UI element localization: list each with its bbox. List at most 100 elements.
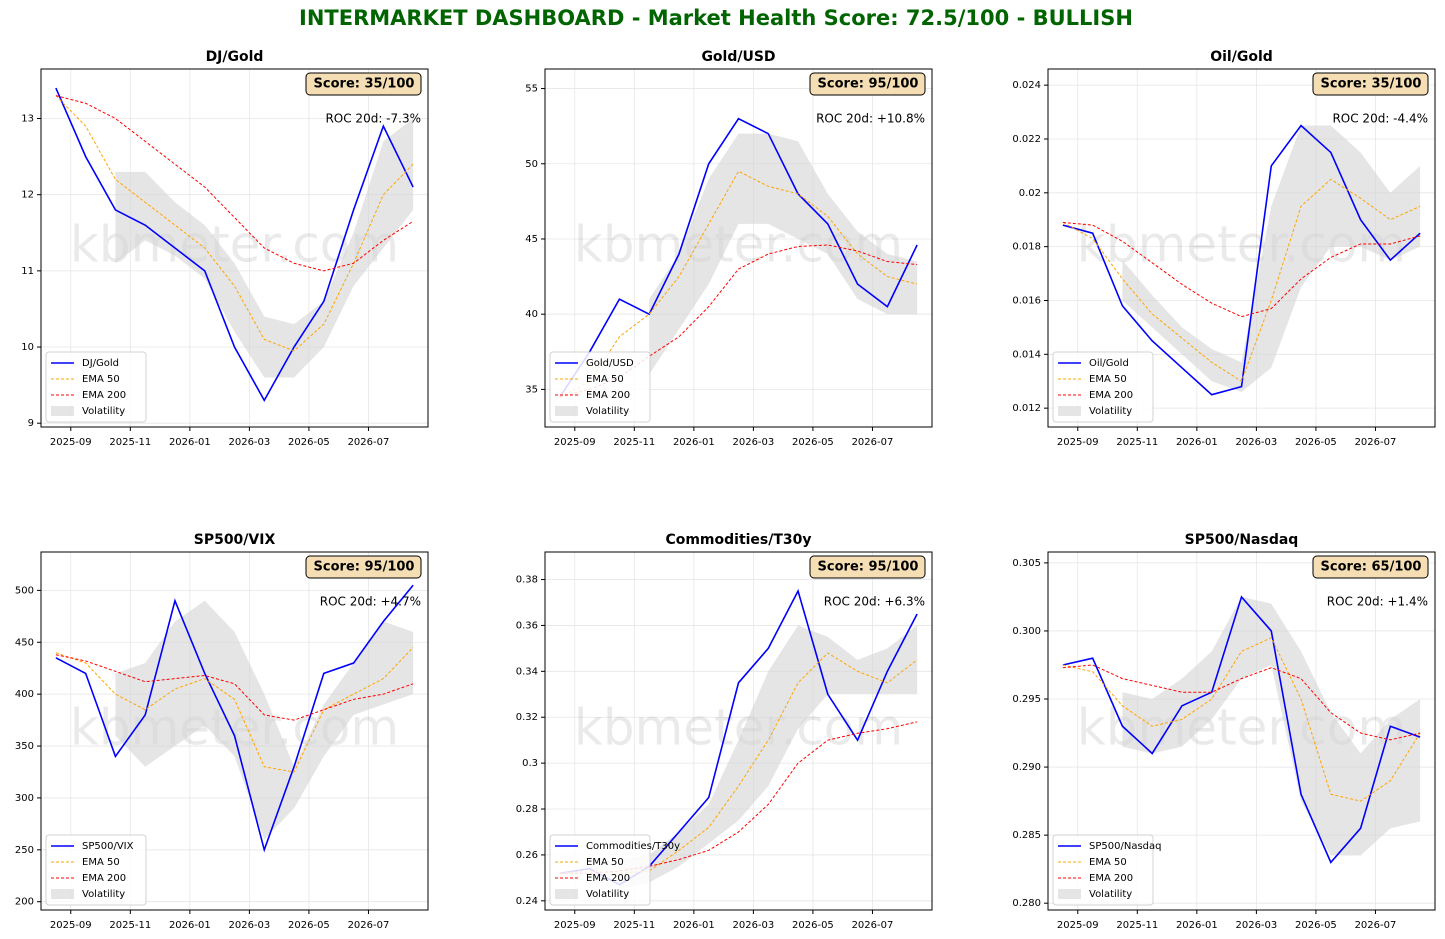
series-line [1062,595,1421,864]
legend-box [1052,834,1154,906]
y-tick-label: 13 [21,114,34,125]
x-tick-label: 2025-09 [554,920,596,931]
chart-title: Oil/Gold [1210,49,1273,65]
y-tick-label: 450 [15,637,34,648]
score-box [1312,555,1429,579]
x-tick-label: 2026-01 [169,437,211,448]
y-tick-label: 0.28 [516,804,538,815]
legend-label: EMA 50 [586,374,624,385]
series-line [1062,178,1421,382]
y-tick-label: 35 [525,384,538,395]
series-line [1062,221,1421,318]
y-tick-label: 0.022 [1012,134,1041,145]
score-label: Score: 65/100 [1321,560,1422,575]
legend-label: Gold/USD [586,358,634,369]
score-box [305,72,422,96]
score-box [1312,72,1429,96]
x-tick-label: 2025-11 [613,437,655,448]
legend-label: Volatility [1089,889,1132,900]
x-tick-label: 2026-03 [732,920,774,931]
y-tick-label: 11 [21,266,34,277]
series-line [559,117,918,398]
legend-label: EMA 50 [1089,374,1127,385]
y-tick-label: 0.38 [516,575,538,586]
y-tick-label: 10 [21,342,34,353]
chart-title: Commodities/T30y [665,532,811,548]
y-tick-label: 0.290 [1012,762,1041,773]
x-tick-label: 2025-09 [554,437,596,448]
legend-swatch [1058,889,1081,899]
series-line [55,87,414,402]
x-tick-label: 2026-03 [228,437,270,448]
legend-swatch [51,889,74,899]
x-tick-label: 2026-07 [1355,920,1397,931]
y-tick-label: 500 [15,585,34,596]
x-tick-label: 2026-07 [348,437,390,448]
y-tick-label: 0.285 [1012,830,1041,841]
x-tick-label: 2025-11 [1116,437,1158,448]
y-tick-label: 0.26 [516,850,538,861]
x-tick-label: 2025-09 [1057,437,1099,448]
legend-box [1052,351,1154,423]
series-line [1062,124,1421,396]
legend-label: EMA 50 [82,374,120,385]
y-tick-label: 0.300 [1012,626,1041,637]
volatility-band [115,600,414,840]
plot-frame [40,68,429,428]
series-line [55,654,414,721]
x-tick-label: 2025-11 [1116,920,1158,931]
roc-label: ROC 20d: +10.8% [816,112,925,126]
chart-title: DJ/Gold [206,49,264,65]
score-label: Score: 95/100 [818,77,919,92]
y-tick-label: 0.305 [1012,558,1041,569]
x-tick-label: 2026-07 [852,437,894,448]
legend-box [549,351,651,423]
series-line [559,721,918,874]
roc-label: ROC 20d: -7.3% [325,112,421,126]
x-tick-label: 2026-03 [1235,920,1277,931]
legend-label: SP500/Nasdaq [1089,841,1161,852]
y-tick-label: 350 [15,741,34,752]
legend-swatch [555,889,578,899]
score-label: Score: 35/100 [1321,77,1422,92]
x-tick-label: 2026-07 [348,920,390,931]
series-line [55,584,414,853]
y-tick-label: 45 [525,234,538,245]
plot-frame [544,68,933,428]
legend-label: Volatility [586,889,629,900]
y-tick-label: 0.280 [1012,898,1041,909]
y-tick-label: 0.016 [1012,295,1041,306]
panel: DJ/Gold 9 10 11 12 13 2025-09 2025-11 2026-01 202… [21,49,429,448]
plot-frame [1047,551,1436,911]
x-tick-label: 2026-01 [1176,920,1218,931]
y-tick-label: 300 [15,793,34,804]
legend-label: EMA 200 [82,873,126,884]
legend-label: Volatility [1089,406,1132,417]
y-tick-label: 0.012 [1012,403,1041,414]
legend-label: DJ/Gold [82,358,119,369]
chart-title: Gold/USD [701,49,775,65]
y-tick-label: 0.3 [522,758,538,769]
y-tick-label: 40 [525,309,538,320]
x-tick-label: 2025-11 [109,920,151,931]
legend-label: SP500/VIX [82,841,134,852]
series-line [1062,664,1421,741]
x-tick-label: 2026-03 [228,920,270,931]
y-tick-label: 9 [28,418,34,429]
roc-label: ROC 20d: +1.4% [1327,595,1428,609]
x-tick-label: 2026-01 [673,920,715,931]
series-line [55,647,414,773]
legend-label: Volatility [82,406,125,417]
y-tick-label: 50 [525,159,538,170]
series-line [559,652,918,874]
legend-label: EMA 200 [82,390,126,401]
y-tick-label: 0.02 [1019,188,1041,199]
roc-label: ROC 20d: -4.4% [1332,112,1428,126]
x-tick-label: 2026-03 [732,437,774,448]
legend-label: EMA 200 [586,873,630,884]
panel: SP500/VIX 200 250 300 350 400 450 500 2025-09 202… [15,532,429,931]
legend-label: EMA 50 [1089,857,1127,868]
legend-swatch [51,406,74,416]
score-label: Score: 35/100 [314,77,415,92]
